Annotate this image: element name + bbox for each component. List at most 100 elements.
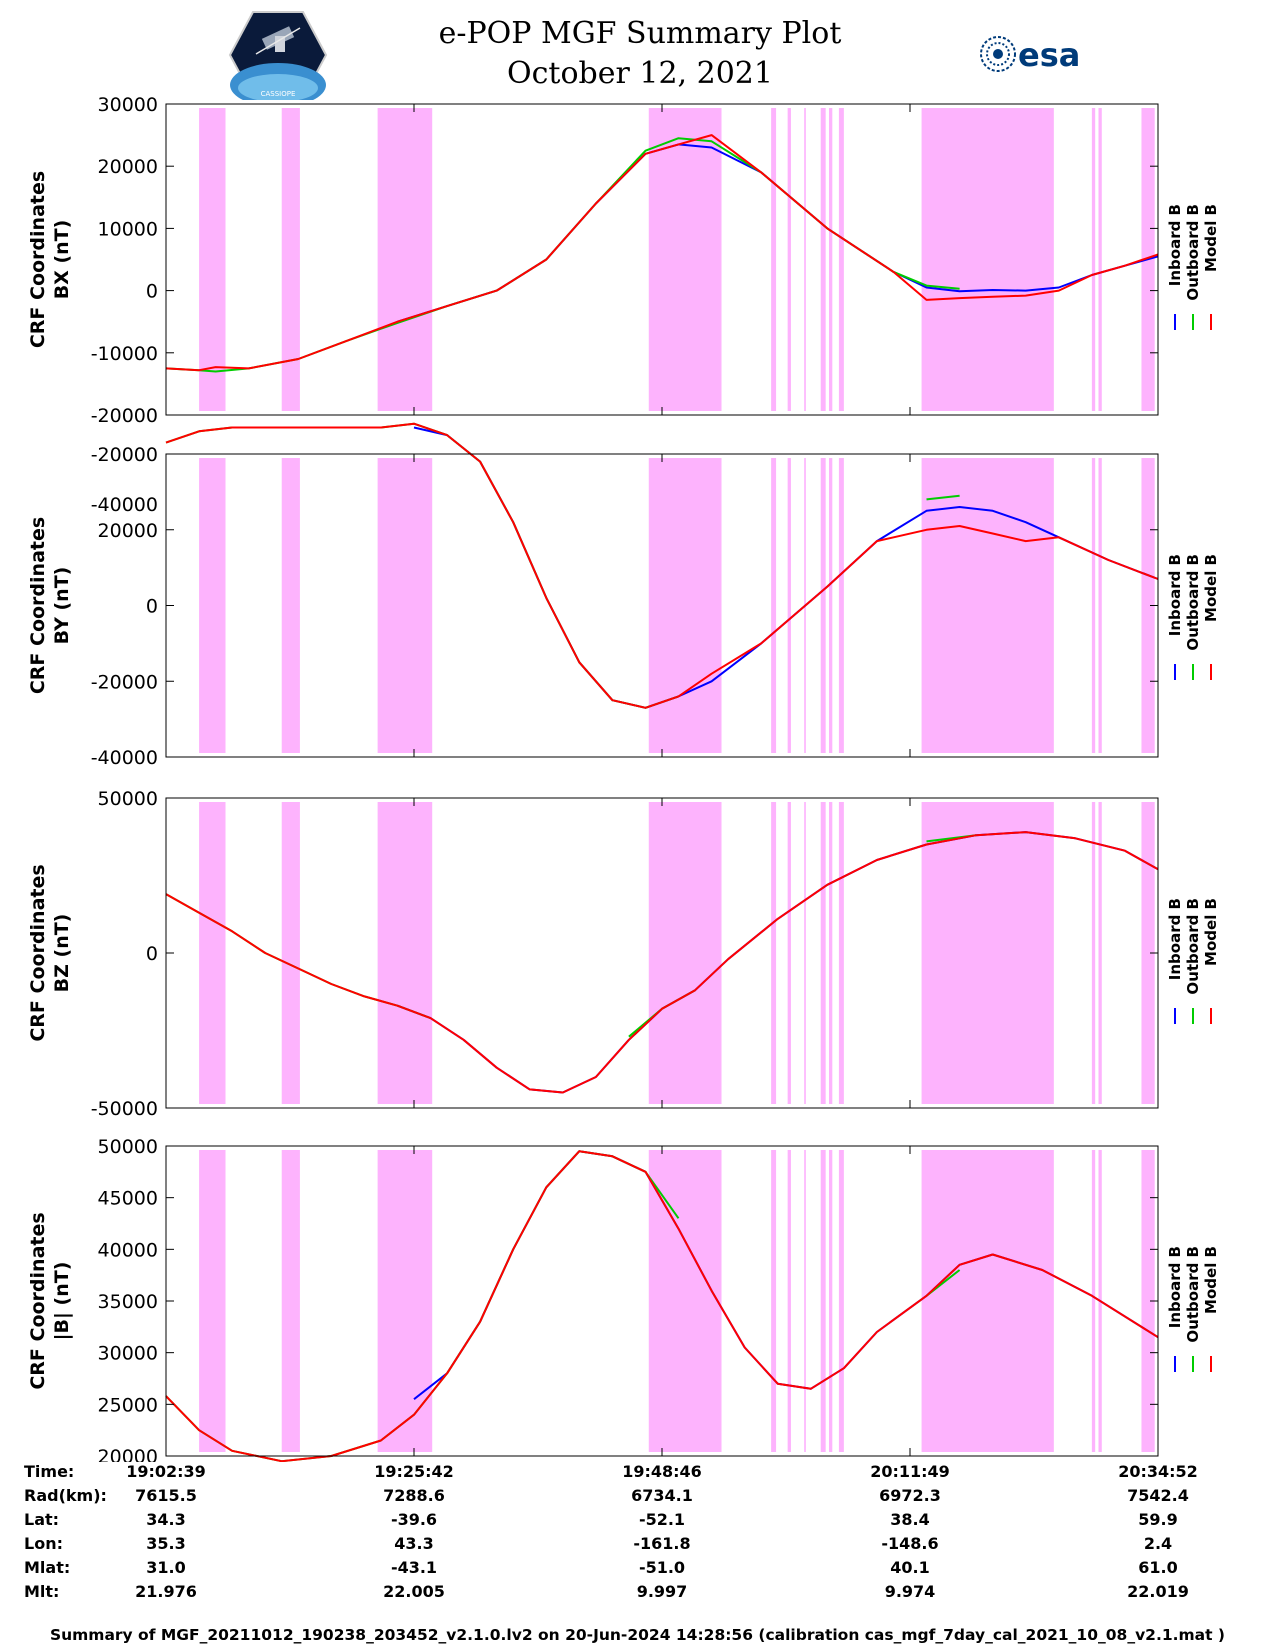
orbit-info-table: Time: Rad(km): Lat: Lon: Mlat: Mlt: 19:02:39 76… (0, 1462, 1275, 1642)
eclipse-shade (838, 108, 844, 411)
legend-entry: Inboard B (1166, 898, 1184, 980)
y-tick-label: 0 (146, 596, 158, 618)
info-cell: 6734.1 (631, 1486, 693, 1505)
info-cell: 9.997 (636, 1582, 688, 1601)
y-tick-label: -20000 (91, 405, 158, 427)
series-line (165, 831, 1159, 1094)
legend-entry: Inboard B (1166, 204, 1184, 286)
y-axis-label: CRF Coordinates (27, 864, 49, 1041)
info-row-label: Rad(km): (24, 1486, 107, 1505)
eclipse-shade (838, 458, 844, 753)
info-cell: 20:34:52 (1118, 1462, 1198, 1481)
info-cell: 7542.4 (1127, 1486, 1189, 1505)
eclipse-shade (921, 802, 1054, 1104)
eclipse-shade (377, 1150, 433, 1452)
y-tick-label: 0 (146, 943, 158, 965)
esa-logo-text: esa (1018, 36, 1080, 74)
y-tick-label: 20000 (98, 520, 158, 542)
info-cell: 7615.5 (135, 1486, 197, 1505)
info-cell: 40.1 (890, 1558, 930, 1577)
eclipse-shade (828, 108, 833, 411)
info-cell: -161.8 (633, 1534, 691, 1553)
panel-1: 30000 20000 10000 0 -10000 -20000 CRF Coordina… (27, 94, 1220, 427)
info-cell: -51.0 (638, 1558, 686, 1577)
info-cell: 19:02:39 (126, 1462, 206, 1481)
info-cell: 43.3 (394, 1534, 434, 1553)
eclipse-shade (1141, 802, 1155, 1104)
y-tick-label: 50000 (98, 1136, 158, 1158)
eclipse-shade (820, 458, 826, 753)
info-cell: 31.0 (146, 1558, 186, 1577)
eclipse-shade (921, 1150, 1054, 1452)
eclipse-shade (771, 802, 777, 1104)
info-row-label: Lat: (24, 1510, 60, 1529)
legend-entry: Model B (1202, 898, 1220, 966)
eclipse-shade (1091, 802, 1096, 1104)
eclipse-shade (804, 802, 806, 1104)
y-axis-label: CRF Coordinates (27, 1212, 49, 1389)
legend-entry: Model B (1202, 554, 1220, 622)
info-cell: 59.9 (1138, 1510, 1178, 1529)
cassiope-logo-text: CASSIOPE (261, 90, 296, 98)
y-axis-label: CRF Coordinates (27, 171, 49, 348)
series-line (165, 134, 1159, 372)
plot-title: e-POP MGF Summary Plot (438, 16, 842, 51)
eclipse-shade (1091, 108, 1096, 411)
footer-caption: Summary of MGF_20211012_190238_203452_v2… (49, 1626, 1226, 1644)
y-tick-label: -20000 (91, 444, 158, 466)
y-tick-label: 25000 (98, 1394, 158, 1416)
eclipse-shade (787, 1150, 791, 1452)
eclipse-shade (648, 458, 722, 753)
eclipse-shade (1091, 1150, 1096, 1452)
info-cell: 2.4 (1143, 1534, 1173, 1553)
info-cell: -43.1 (390, 1558, 438, 1577)
summary-plots: 30000 20000 10000 0 -10000 -20000 CRF Coordina… (27, 94, 1220, 1462)
legend-entry: Outboard B (1184, 554, 1202, 651)
info-cell: 9.974 (884, 1582, 936, 1601)
series-line (165, 1150, 1159, 1462)
y-tick-label: 30000 (98, 1343, 158, 1365)
y-tick-label: 0 (146, 281, 158, 303)
panel-2: -20000 -40000 20000 0 -20000 -40000 CRF Coordi… (27, 422, 1220, 769)
y-tick-label: 50000 (98, 788, 158, 810)
y-tick-label: 45000 (98, 1188, 158, 1210)
legend-entry: Outboard B (1184, 898, 1202, 995)
info-cell: 19:48:46 (622, 1462, 702, 1481)
y-tick-label: 20000 (98, 156, 158, 178)
y-axis-label: BZ (nT) (51, 914, 73, 993)
eclipse-shade (838, 802, 844, 1104)
info-cell: 38.4 (890, 1510, 930, 1529)
eclipse-shade (820, 1150, 826, 1452)
eclipse-shade (820, 802, 826, 1104)
eclipse-shade (820, 108, 826, 411)
info-cell: 6972.3 (879, 1486, 941, 1505)
y-tick-label: -10000 (91, 343, 158, 365)
eclipse-shade (377, 802, 433, 1104)
eclipse-shade (281, 1150, 300, 1452)
y-axis-label: CRF Coordinates (27, 517, 49, 694)
panel-4: 50000 45000 40000 35000 30000 25000 20000 CRF C… (27, 1136, 1220, 1462)
info-row-label: Lon: (24, 1534, 63, 1553)
eclipse-shade (377, 108, 433, 411)
eclipse-shade (199, 458, 226, 753)
eclipse-shade (828, 458, 833, 753)
legend-entry: Inboard B (1166, 554, 1184, 636)
title-block: e-POP MGF Summary Plot October 12, 2021 (380, 14, 900, 94)
info-cell: 20:11:49 (870, 1462, 950, 1481)
eclipse-shade (921, 108, 1054, 411)
eclipse-shade (199, 1150, 226, 1452)
legend-entry: Outboard B (1184, 204, 1202, 301)
y-tick-label: -40000 (91, 494, 158, 516)
plot-date: October 12, 2021 (507, 56, 773, 91)
eclipse-shade (1098, 802, 1102, 1104)
eclipse-shade (804, 1150, 806, 1452)
info-cell: -148.6 (881, 1534, 939, 1553)
info-cell: -52.1 (638, 1510, 686, 1529)
eclipse-shade (828, 1150, 833, 1452)
eclipse-shade (1091, 458, 1096, 753)
info-cell: 22.005 (383, 1582, 445, 1601)
eclipse-shade (921, 458, 1054, 753)
eclipse-shade (1098, 108, 1102, 411)
y-tick-label: -50000 (91, 1098, 158, 1120)
info-row-label: Mlt: (24, 1582, 60, 1601)
